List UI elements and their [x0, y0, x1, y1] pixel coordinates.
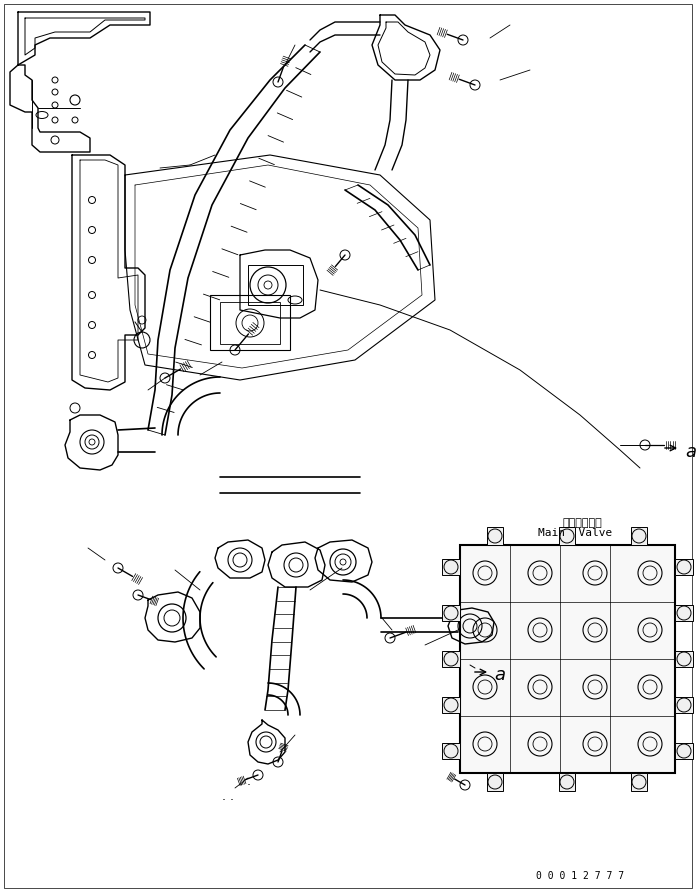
Bar: [210, 295, 290, 350]
Text: 0 0 0 1 2 7 7 7: 0 0 0 1 2 7 7 7: [536, 871, 624, 881]
Bar: [631, 527, 647, 545]
Bar: [442, 559, 460, 575]
Bar: [559, 773, 575, 791]
Bar: [675, 743, 693, 759]
Ellipse shape: [36, 112, 48, 119]
Text: Main  Valve: Main Valve: [538, 528, 612, 538]
Text: a: a: [494, 666, 505, 684]
Text: . .: . .: [239, 775, 251, 788]
Text: . .: . .: [222, 790, 234, 803]
Bar: [248, 265, 303, 305]
Bar: [487, 527, 503, 545]
Bar: [559, 527, 575, 545]
Text: メインバルブ: メインバルブ: [562, 518, 602, 528]
Bar: [442, 697, 460, 713]
Bar: [675, 651, 693, 667]
Bar: [442, 651, 460, 667]
Text: a: a: [685, 443, 696, 461]
Bar: [442, 743, 460, 759]
Bar: [675, 697, 693, 713]
Bar: [631, 773, 647, 791]
Bar: [220, 302, 280, 344]
Bar: [675, 605, 693, 621]
Bar: [460, 545, 675, 773]
Ellipse shape: [288, 296, 302, 304]
Bar: [487, 773, 503, 791]
Bar: [442, 605, 460, 621]
Bar: [675, 559, 693, 575]
